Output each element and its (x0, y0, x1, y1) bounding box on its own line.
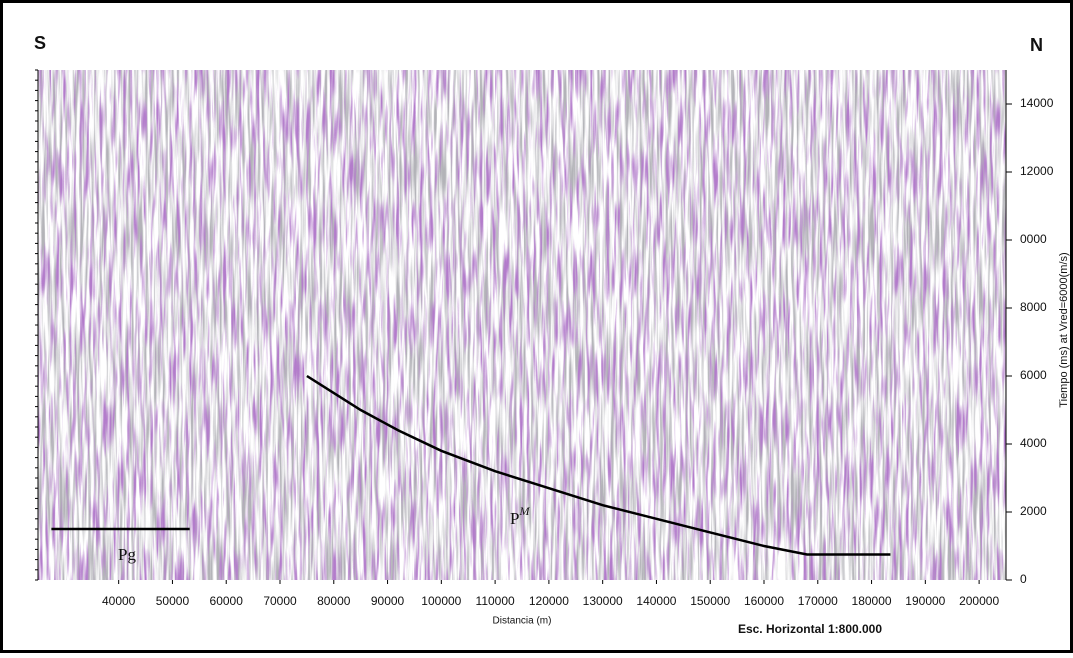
x-tick-label: 130000 (583, 594, 623, 608)
x-tick-label: 70000 (263, 594, 297, 608)
x-tick-label: 150000 (690, 594, 730, 608)
phase-label: Pg (118, 545, 136, 564)
y-axis-title: Tiempo (ms) at Vred=6000(m/s) (1058, 252, 1070, 407)
y-tick-label: 2000 (1020, 504, 1047, 518)
pick-line (306, 374, 891, 556)
phase-label: PM (510, 504, 530, 528)
x-tick-label: 80000 (317, 594, 351, 608)
x-tick-label: 200000 (959, 594, 999, 608)
x-tick-label: 190000 (905, 594, 945, 608)
x-tick-label: 90000 (371, 594, 405, 608)
north-label: N (1030, 35, 1043, 55)
x-tick-label: 40000 (102, 594, 136, 608)
y-tick-label: 8000 (1020, 300, 1047, 314)
phase-name: P (510, 509, 519, 528)
phase-name: Pg (118, 545, 136, 564)
y-tick-label: 0000 (1020, 232, 1047, 246)
x-tick-label: 170000 (798, 594, 838, 608)
x-tick-label: 100000 (421, 594, 461, 608)
x-tick-label: 120000 (529, 594, 569, 608)
x-axis-title: Distancia (m) (493, 616, 552, 627)
x-tick-label: 60000 (210, 594, 244, 608)
x-tick-label: 140000 (636, 594, 676, 608)
x-tick-label: 110000 (476, 594, 515, 608)
y-tick-label: 4000 (1020, 436, 1047, 450)
y-tick-label: 0 (1020, 572, 1027, 586)
y-tick-label: 6000 (1020, 368, 1047, 382)
x-tick-label: 50000 (156, 594, 190, 608)
scale-note: Esc. Horizontal 1:800.000 (738, 622, 882, 636)
y-tick-label: 14000 (1020, 96, 1054, 110)
x-tick-label: 180000 (852, 594, 892, 608)
x-tick-label: 160000 (744, 594, 784, 608)
south-label: S (34, 33, 46, 53)
y-tick-label: 12000 (1020, 164, 1054, 178)
seismic-section (38, 70, 1006, 580)
phase-sup: M (518, 504, 530, 518)
